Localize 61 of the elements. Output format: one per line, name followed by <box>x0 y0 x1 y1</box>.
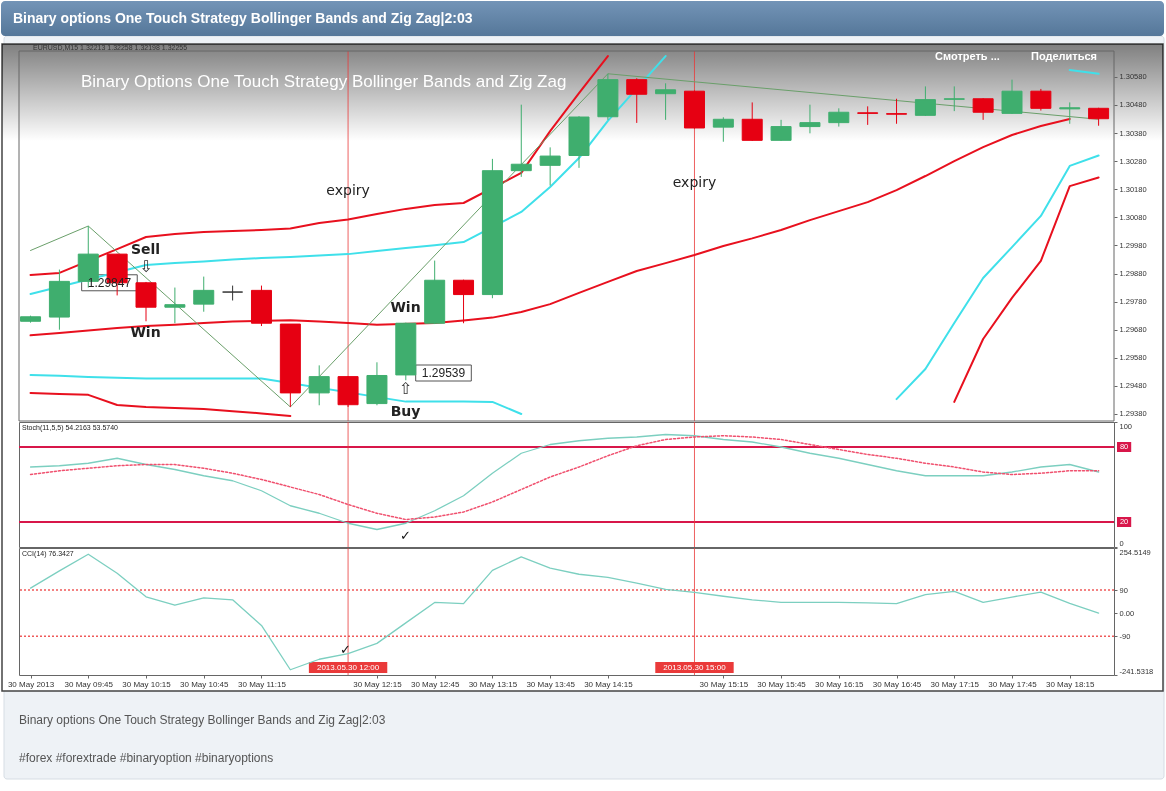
ref-line-label: 2013.05.30 15:00 <box>663 662 727 672</box>
candlestick <box>1059 101 1081 125</box>
x-tick-label: 30 May 11:15 <box>238 679 287 689</box>
x-tick-label: 30 May 12:15 <box>353 679 403 689</box>
annotation: Win <box>390 299 421 315</box>
ref-line-label: 2013.05.30 12:00 <box>316 662 380 672</box>
line-series <box>29 391 292 417</box>
annotation: Win <box>130 324 161 340</box>
text: #forex #forextrade #binaryoption #binaryoptions <box>19 751 274 765</box>
line-series <box>29 55 667 296</box>
candlestick <box>828 107 850 128</box>
candlestick <box>655 82 677 121</box>
x-tick-label: 30 May 18:15 <box>1046 679 1096 689</box>
annotation: Buy <box>390 403 421 419</box>
x-tick-label: 30 May 15:45 <box>757 679 807 689</box>
candlestick <box>308 364 330 406</box>
candlestick <box>453 279 475 324</box>
candlestick <box>1001 79 1023 115</box>
x-tick-label: 30 May 12:45 <box>410 679 460 689</box>
candlestick <box>164 287 186 324</box>
annotation: 1.29539 <box>421 366 466 380</box>
x-tick-label: 30 May 16:15 <box>815 679 865 689</box>
candlestick <box>1030 88 1052 112</box>
x-tick-label: 30 May 17:45 <box>988 679 1038 689</box>
candlestick <box>914 85 936 117</box>
annotation: Sell <box>130 241 161 257</box>
line-series <box>29 117 1071 337</box>
x-tick-label: 30 May 13:45 <box>526 679 576 689</box>
x-tick-label: 30 May 13:15 <box>468 679 518 689</box>
annotation: expiry <box>326 181 370 198</box>
x-tick-label: 30 May 16:45 <box>872 679 922 689</box>
x-tick-label: 30 May 17:15 <box>930 679 980 689</box>
x-tick-label: 30 May 09:45 <box>64 679 114 689</box>
text: Binary Options One Touch Strategy Bollinger Bands and Zig Zag <box>81 72 567 91</box>
candlestick <box>626 77 648 124</box>
x-tick-label: 30 May 2013 <box>7 679 55 689</box>
x-tick-label: 30 May 10:15 <box>122 679 172 689</box>
candlestick <box>712 116 734 143</box>
line-series <box>953 176 1100 403</box>
text: Binary options One Touch Strategy Bollinger Bands and Zig Zag|2:03 <box>19 713 386 727</box>
candlestick <box>886 98 908 125</box>
annotation: ✓ <box>340 642 351 657</box>
chart-title: Binary options One Touch Strategy Bollinger Bands and Zig Zag|2:03 <box>13 10 473 26</box>
candlestick <box>799 104 821 134</box>
candlestick <box>972 97 994 121</box>
candlestick <box>943 85 965 112</box>
candlestick <box>741 101 763 142</box>
line-series <box>895 154 1100 401</box>
candlestick <box>510 104 532 178</box>
candlestick <box>770 119 792 142</box>
x-tick-label: 30 May 15:15 <box>699 679 749 689</box>
candlestick <box>539 146 561 187</box>
candlestick <box>857 105 879 126</box>
x-tick-label: 30 May 10:45 <box>180 679 230 689</box>
candlestick <box>193 276 215 313</box>
annotation: Смотреть ... <box>935 49 1000 62</box>
annotation: ⇧ <box>398 379 413 398</box>
annotation: Поделиться <box>1030 49 1097 62</box>
annotation: ✓ <box>400 528 411 543</box>
line-series <box>29 55 609 276</box>
x-tick-label: 30 May 14:15 <box>584 679 634 689</box>
